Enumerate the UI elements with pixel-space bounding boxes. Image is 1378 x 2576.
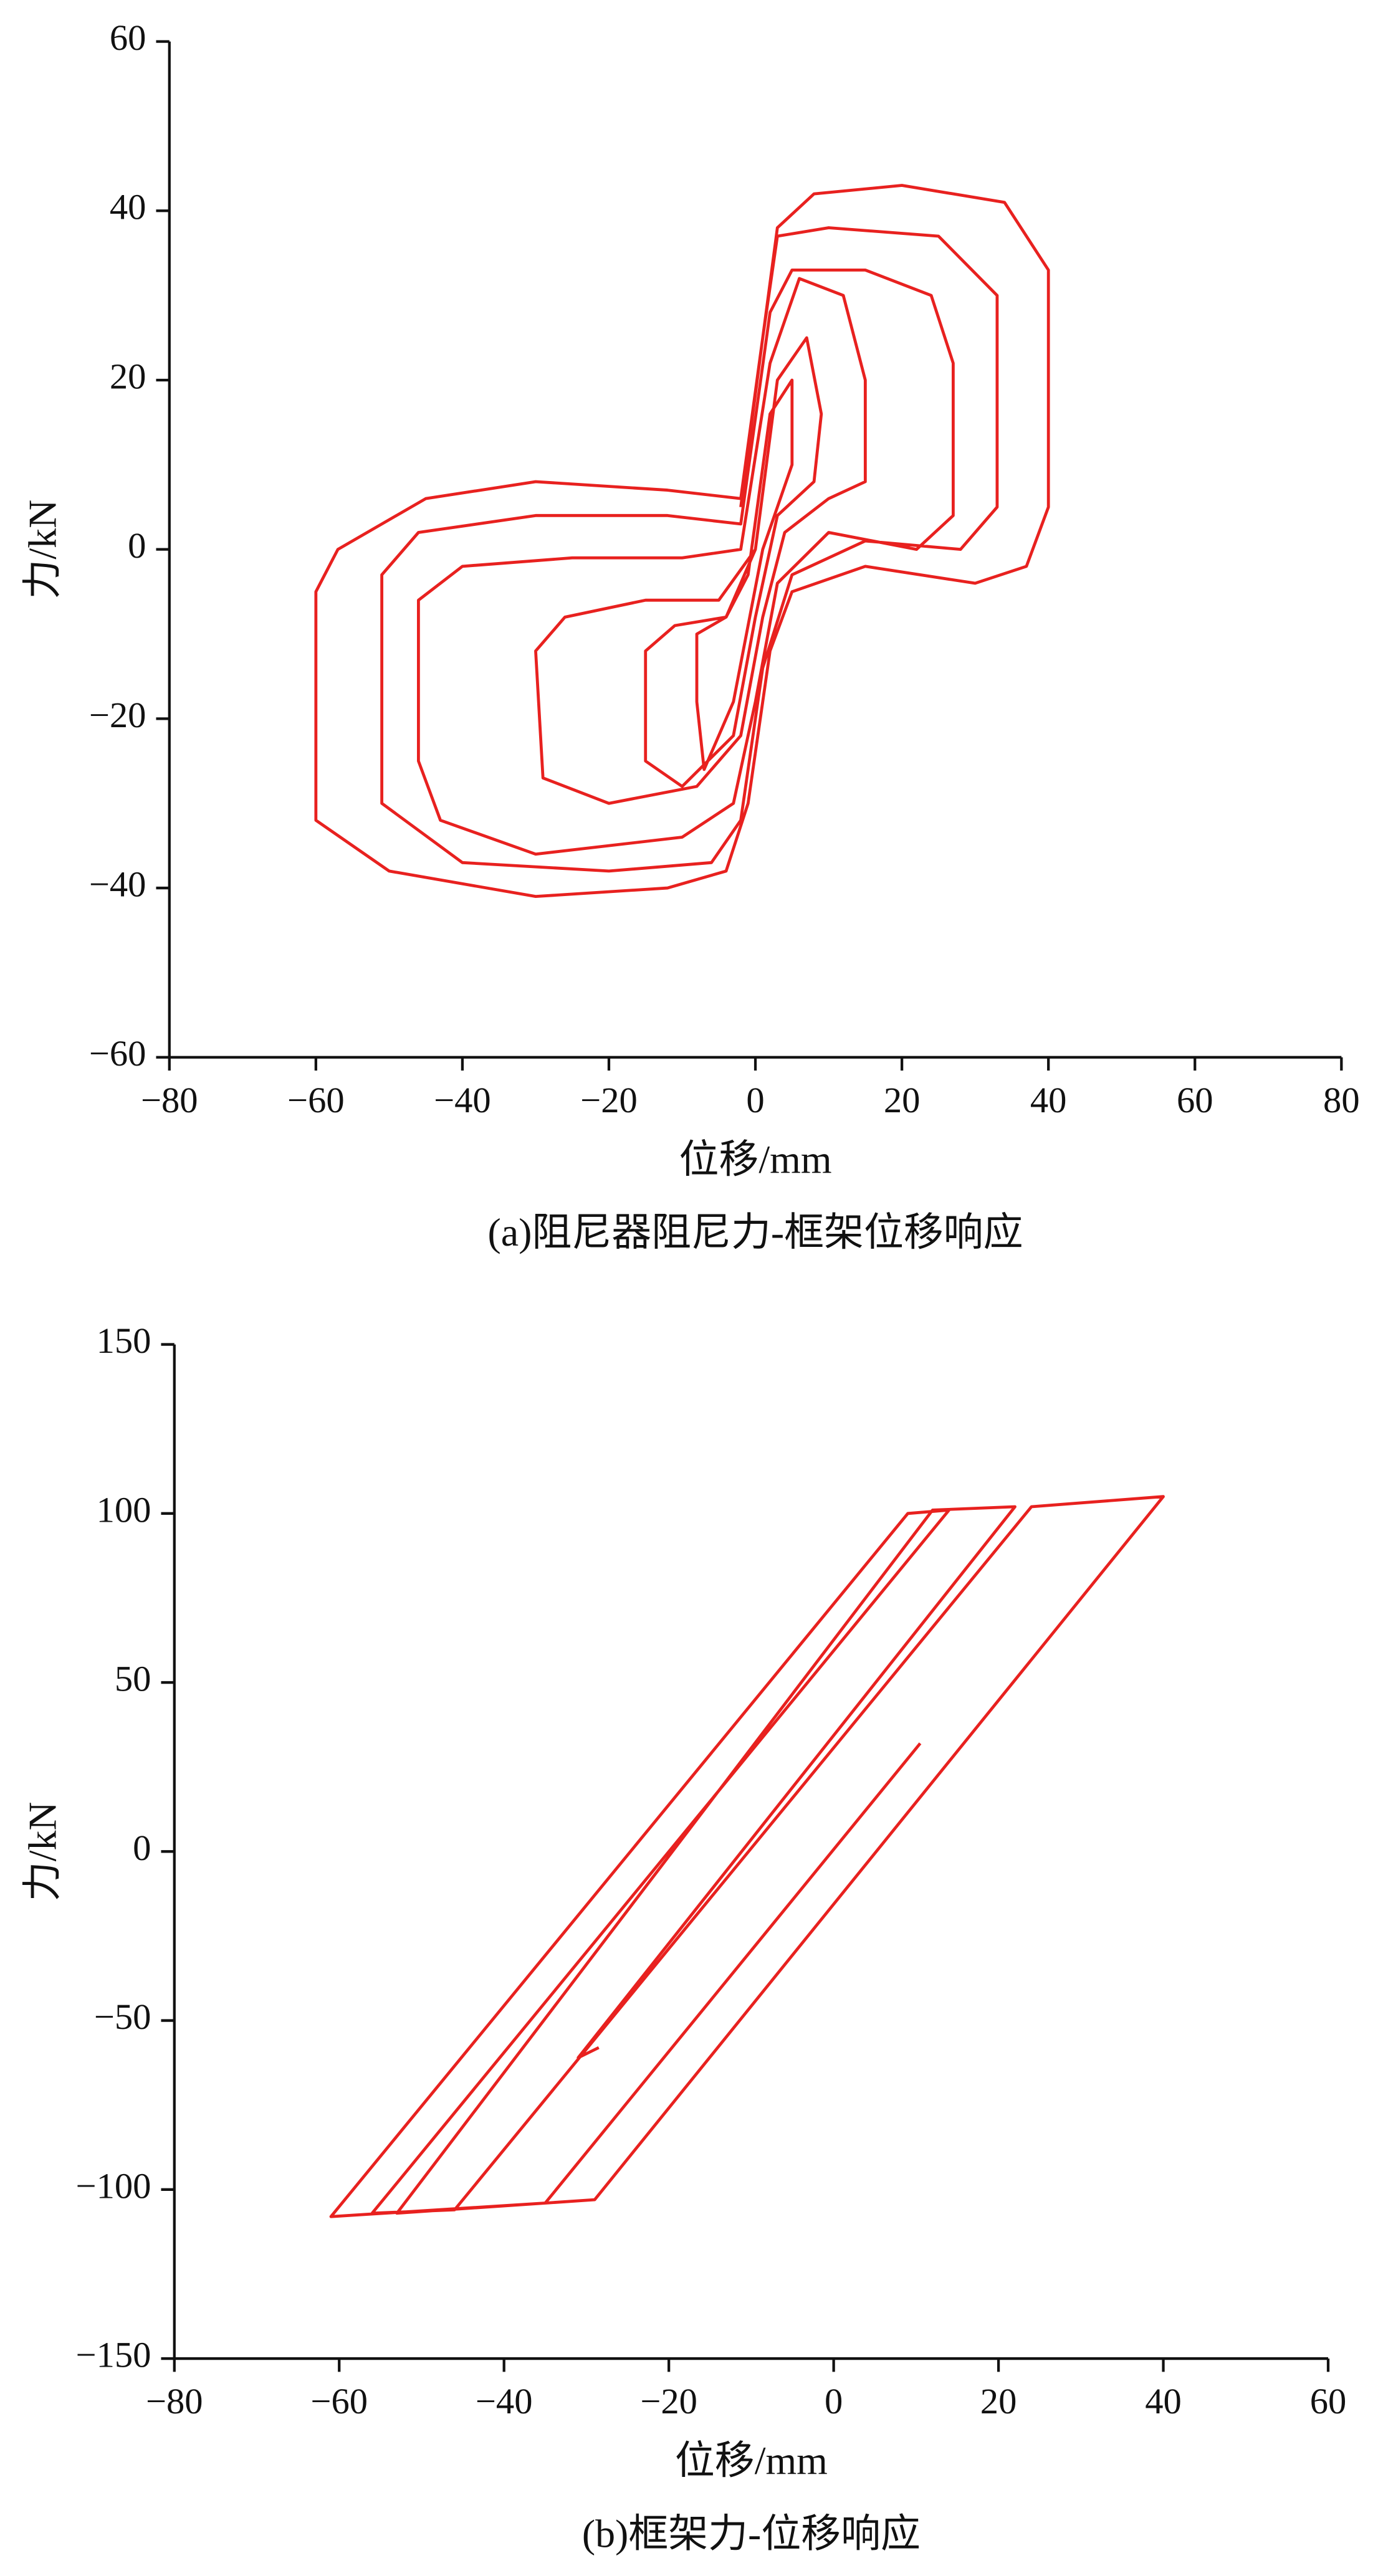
caption: (a)阻尼器阻尼力-框架位移响应	[487, 1210, 1023, 1254]
x-tick-label: 80	[1323, 1080, 1360, 1120]
x-axis-label: 位移/mm	[675, 2438, 828, 2483]
x-tick-label: −60	[310, 2381, 368, 2421]
y-tick-label: −40	[89, 864, 146, 905]
y-tick-label: −20	[89, 695, 146, 735]
x-tick-label: 40	[1145, 2381, 1182, 2421]
y-tick-label: −100	[76, 2165, 151, 2206]
x-tick-label: −80	[146, 2381, 203, 2421]
y-tick-label: 50	[115, 1659, 151, 1699]
x-tick-label: −80	[141, 1080, 198, 1120]
y-tick-label: 20	[110, 356, 146, 396]
y-tick-label: 60	[110, 17, 146, 58]
x-tick-label: −20	[580, 1080, 638, 1120]
x-tick-label: 60	[1177, 1080, 1213, 1120]
x-tick-label: 40	[1030, 1080, 1067, 1120]
x-tick-label: 20	[884, 1080, 921, 1120]
x-tick-label: −20	[640, 2381, 697, 2421]
y-tick-label: −150	[76, 2335, 151, 2375]
x-tick-label: 0	[746, 1080, 764, 1120]
x-tick-label: −40	[476, 2381, 533, 2421]
x-tick-label: −40	[434, 1080, 491, 1120]
y-tick-label: −60	[89, 1033, 146, 1074]
y-tick-label: 0	[133, 1828, 151, 1868]
data-line	[329, 1495, 1165, 2218]
x-tick-label: 60	[1310, 2381, 1347, 2421]
y-tick-label: 150	[97, 1320, 151, 1361]
data-line	[314, 184, 1050, 899]
y-axis-label: 力/kN	[20, 500, 64, 599]
x-tick-label: −60	[287, 1080, 345, 1120]
y-tick-label: −50	[94, 1996, 151, 2037]
y-tick-label: 100	[97, 1489, 151, 1530]
y-tick-label: 40	[110, 187, 146, 227]
caption: (b)框架力-位移响应	[582, 2511, 921, 2555]
y-axis-label: 力/kN	[20, 1801, 64, 1901]
y-tick-label: 0	[128, 525, 146, 566]
x-tick-label: 0	[825, 2381, 843, 2421]
x-axis-label: 位移/mm	[679, 1137, 832, 1181]
x-tick-label: 20	[980, 2381, 1017, 2421]
